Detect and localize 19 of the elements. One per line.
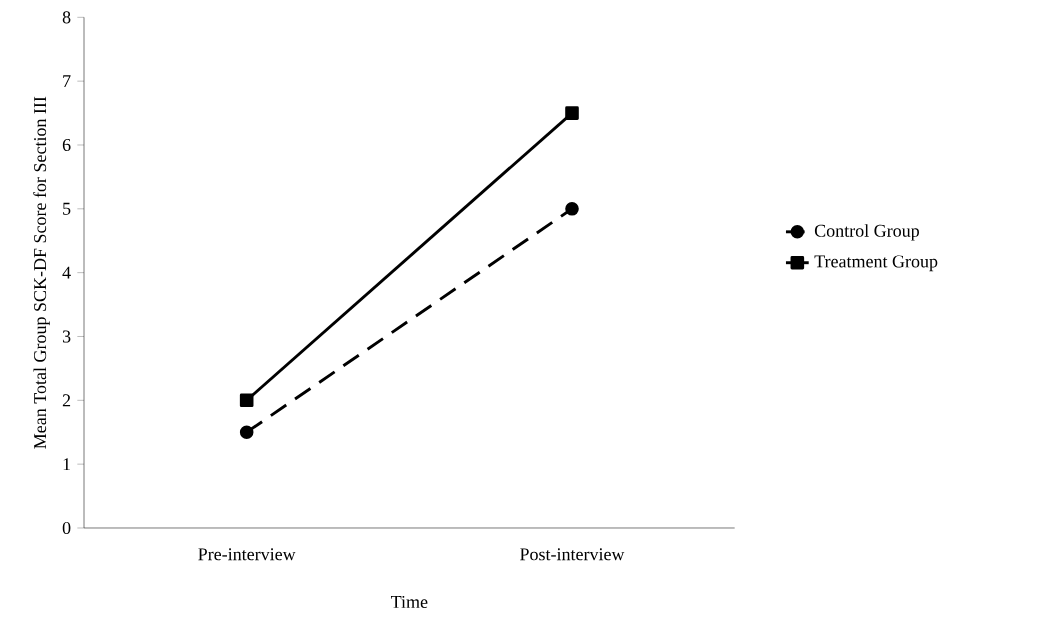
y-tick-label: 3 (62, 330, 71, 343)
x-tick-label: Post-interview (520, 548, 625, 561)
y-tick-label: 8 (62, 11, 71, 24)
x-axis-title: Time (391, 595, 428, 609)
y-tick-label: 1 (63, 458, 70, 471)
y-tick-label: 2 (62, 394, 71, 407)
legend-label: Treatment Group (814, 255, 938, 272)
y-tick-label: 4 (62, 266, 71, 279)
y-tick-label: 6 (62, 138, 71, 152)
point (239, 425, 254, 440)
legend-label: Control Group (814, 224, 919, 241)
point (239, 393, 254, 408)
y-axis-title: Mean Total Group SCK-DF Score for Section III (33, 96, 50, 449)
y-tick-label: 5 (63, 202, 71, 215)
point (565, 202, 579, 216)
y-tick-label: 0 (62, 521, 71, 535)
y-tick-label: 7 (63, 75, 71, 88)
x-tick-label: Pre-interview (198, 548, 296, 561)
point (565, 106, 579, 120)
